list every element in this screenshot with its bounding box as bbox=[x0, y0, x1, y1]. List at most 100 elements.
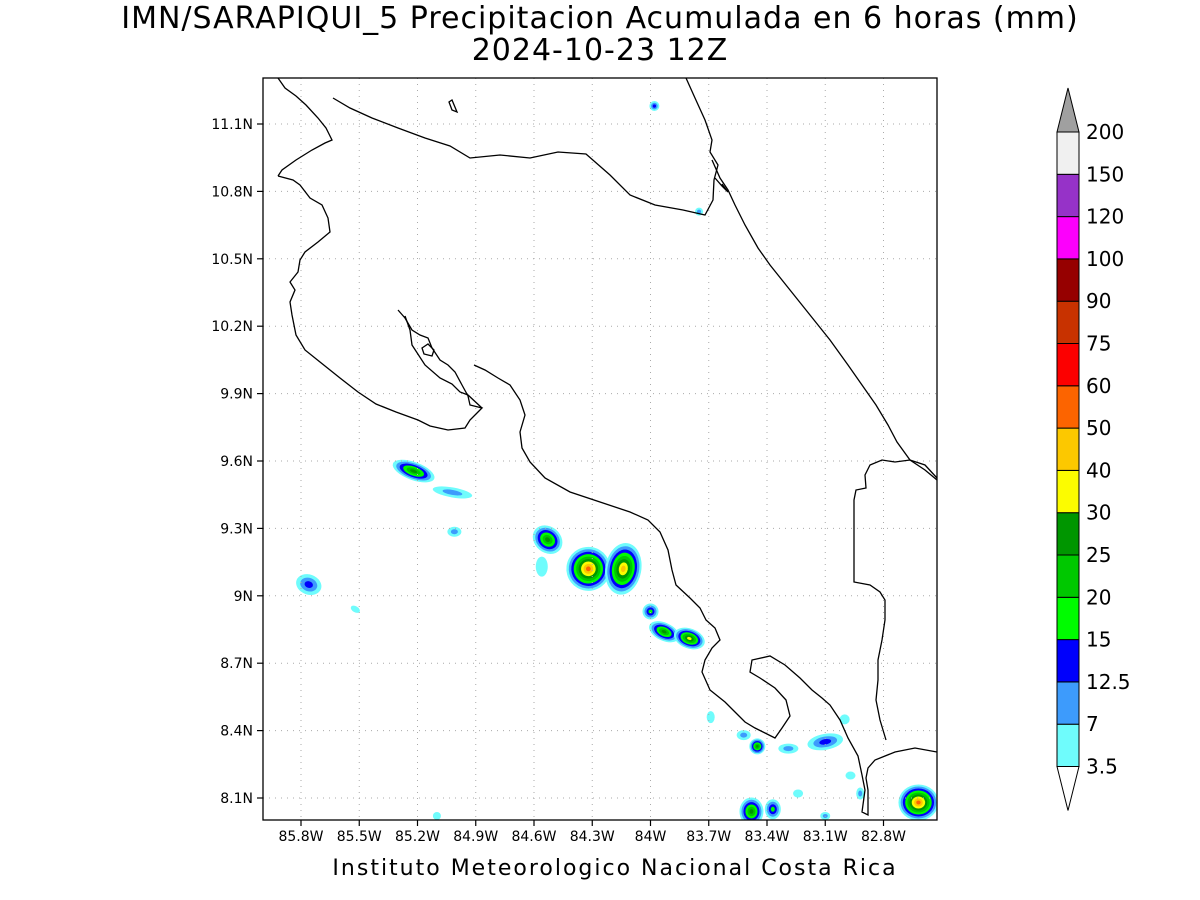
precip-cell bbox=[605, 543, 642, 595]
precip-contour bbox=[652, 104, 657, 108]
coastline-bocas-del-toro bbox=[853, 459, 937, 741]
precip-cell bbox=[532, 525, 563, 554]
lake-nicaragua-shore bbox=[332, 78, 719, 216]
lon-tick-label: 85.2W bbox=[395, 829, 440, 845]
colorbar-label: 100 bbox=[1086, 247, 1124, 271]
colorbar-segment bbox=[1056, 512, 1080, 556]
precip-contour bbox=[442, 489, 463, 496]
colorbar-label: 60 bbox=[1086, 374, 1111, 398]
lon-tick-label: 84W bbox=[635, 829, 667, 845]
precip-contour bbox=[845, 771, 856, 780]
colorbar-label: 120 bbox=[1086, 205, 1124, 229]
gridlines bbox=[263, 78, 937, 820]
lat-tick-label: 8.7N bbox=[220, 656, 253, 672]
lat-tick-label: 11.1N bbox=[211, 117, 253, 133]
precip-contour bbox=[661, 629, 667, 634]
colorbar-label: 40 bbox=[1086, 458, 1111, 482]
precip-contour bbox=[432, 811, 441, 820]
map-subtitle: 2024-10-23 12Z bbox=[471, 33, 729, 68]
precip-contour bbox=[545, 537, 551, 543]
colorbar-label: 20 bbox=[1086, 585, 1111, 609]
precip-cell bbox=[807, 733, 844, 751]
lon-tick-label: 84.6W bbox=[511, 829, 556, 845]
precip-contour bbox=[916, 800, 921, 805]
colorbar-segment bbox=[1056, 343, 1080, 387]
precip-contour bbox=[410, 469, 418, 474]
lat-tick-label: 10.8N bbox=[211, 184, 253, 200]
colorbar-label: 25 bbox=[1086, 543, 1111, 567]
precip-cell bbox=[673, 627, 705, 650]
map-footer: Instituto Meteorologico Nacional Costa R… bbox=[332, 856, 898, 881]
precip-contour bbox=[620, 565, 626, 573]
precip-cell bbox=[845, 771, 856, 780]
precip-cell bbox=[736, 730, 751, 741]
precip-contour bbox=[770, 806, 775, 812]
precip-contour bbox=[755, 745, 759, 748]
precip-cell bbox=[535, 556, 548, 577]
lat-tick-label: 8.4N bbox=[220, 724, 253, 740]
lat-tick-label: 10.5N bbox=[211, 252, 253, 268]
colorbar-segment bbox=[1056, 300, 1080, 345]
colorbar-label: 90 bbox=[1086, 289, 1111, 313]
colorbar-label: 7 bbox=[1086, 712, 1099, 736]
map-title: IMN/SARAPIQUI_5 Precipitacion Acumulada … bbox=[121, 1, 1079, 36]
precip-cell bbox=[749, 738, 766, 755]
colorbar-segment bbox=[1056, 173, 1080, 218]
coastline-puntarenas bbox=[473, 364, 937, 817]
colorbar-segment bbox=[1056, 258, 1080, 302]
precip-cell bbox=[432, 486, 473, 499]
precip-contour bbox=[783, 746, 794, 752]
colorbar-segment bbox=[1056, 639, 1080, 683]
colorbar-segment bbox=[1056, 469, 1080, 514]
lon-tick-label: 84.3W bbox=[570, 829, 615, 845]
precip-cell bbox=[642, 603, 659, 620]
coastline-gulf-nicoya bbox=[404, 315, 483, 409]
precip-contour bbox=[304, 581, 313, 588]
lon-tick-label: 85.8W bbox=[278, 829, 323, 845]
colorbar-segment bbox=[1056, 385, 1080, 429]
lon-tick-label: 83.1W bbox=[803, 829, 848, 845]
island-north bbox=[448, 99, 459, 114]
precip-contour bbox=[706, 711, 715, 724]
precip-contour bbox=[535, 556, 548, 577]
precip-cell bbox=[432, 811, 441, 820]
colorbar-over-triangle bbox=[1056, 87, 1080, 133]
precip-cell bbox=[856, 787, 865, 800]
colorbar-label: 150 bbox=[1086, 162, 1124, 186]
lon-tick-label: 84.9W bbox=[453, 829, 498, 845]
lon-tick-label: 85.5W bbox=[337, 829, 382, 845]
coastline-caribbean bbox=[711, 159, 937, 481]
coastline-nicaragua-north bbox=[277, 78, 333, 177]
island-gulf-nicoya bbox=[421, 343, 435, 357]
precip-cell bbox=[839, 714, 850, 725]
precip-cell bbox=[350, 605, 360, 613]
precip-contour bbox=[749, 809, 754, 814]
precip-cell bbox=[739, 797, 764, 820]
lat-tick-label: 9.3N bbox=[220, 521, 253, 537]
river-mouth-marker bbox=[714, 177, 729, 193]
precip-cell bbox=[649, 621, 680, 643]
colorbar-label: 30 bbox=[1086, 501, 1111, 525]
precip-cell bbox=[392, 459, 435, 483]
precip-cell bbox=[764, 799, 781, 820]
longitude-axis: 85.8W 85.5W 85.2W 84.9W 84.6W 84.3W 84W 83.7W 83… bbox=[278, 820, 906, 845]
precip-cell bbox=[447, 526, 462, 537]
precip-cell bbox=[296, 574, 322, 595]
coastline-guanacaste bbox=[277, 175, 484, 431]
precip-contour bbox=[648, 609, 653, 614]
precip-contour bbox=[858, 790, 863, 797]
lat-tick-label: 9N bbox=[234, 589, 253, 605]
precip-contour bbox=[839, 714, 850, 725]
colorbar-label: 200 bbox=[1086, 120, 1124, 144]
precip-contour bbox=[819, 738, 832, 745]
precip-contour bbox=[793, 789, 804, 798]
precip-cell bbox=[898, 784, 937, 820]
lon-tick-label: 83.4W bbox=[744, 829, 789, 845]
lon-tick-label: 82.8W bbox=[861, 829, 906, 845]
colorbar-segment bbox=[1056, 131, 1080, 175]
precip-cell bbox=[649, 101, 660, 112]
precip-cell bbox=[706, 711, 715, 724]
precip-contour bbox=[687, 636, 692, 641]
precipitation-layer bbox=[296, 101, 937, 820]
